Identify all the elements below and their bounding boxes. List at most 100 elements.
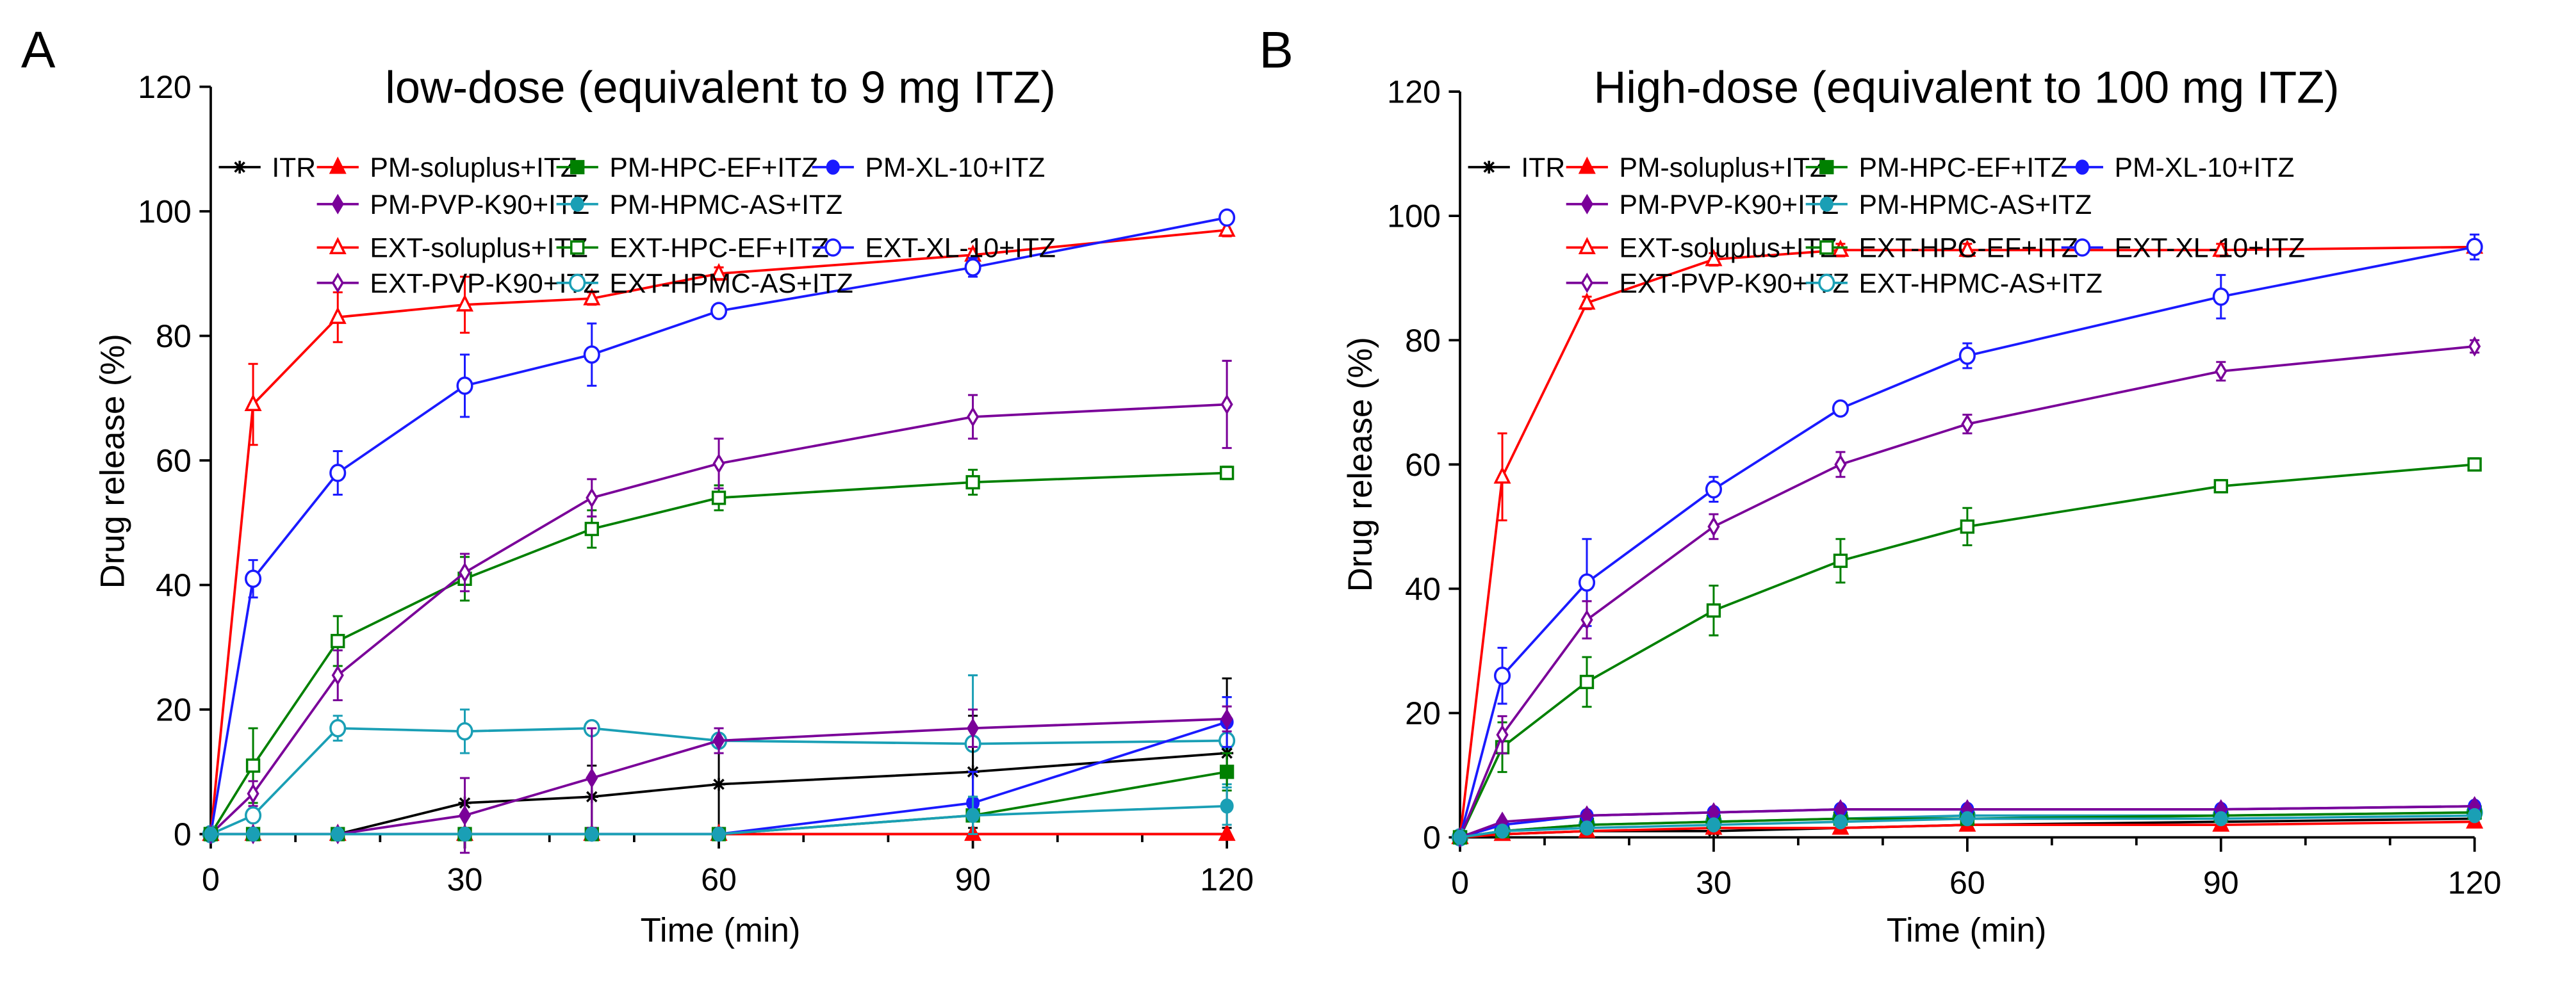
x-axis-label: Time (min): [1887, 912, 2047, 950]
series-line: [1459, 245, 2475, 838]
legend-marker: [1580, 272, 1593, 293]
data-point: [586, 487, 598, 508]
series-line: [1459, 805, 2475, 839]
legend-label: EXT-HPMC-AS+ITZ: [609, 268, 853, 299]
series-line: [209, 216, 1227, 834]
legend-marker: [826, 159, 840, 175]
legend-item: EXT-HPMC-AS+ITZ: [1805, 268, 2103, 299]
data-point: [1834, 454, 1847, 475]
legend-item: ITR: [1468, 152, 1565, 183]
legend-item: PM-PVP-K90+ITZ: [316, 190, 589, 220]
data-point: [712, 453, 725, 474]
plot-area: [1451, 233, 2484, 848]
data-point: [1493, 666, 1511, 685]
legend-label: ITR: [1521, 152, 1565, 183]
data-point: [967, 718, 980, 739]
x-tick-label: 120: [1200, 861, 1254, 897]
data-point: [331, 665, 344, 686]
data-point: [1579, 674, 1595, 690]
legend-marker: [1578, 237, 1596, 255]
data-point: [329, 464, 347, 482]
data-point: [457, 826, 472, 842]
x-axis-label: Time (min): [641, 912, 801, 950]
legend-marker: [1819, 240, 1834, 255]
data-point: [710, 263, 728, 280]
legend-label: PM-XL-10+ITZ: [2115, 152, 2295, 183]
data-point: [1578, 292, 1596, 310]
data-point: [1834, 814, 1848, 830]
data-point: [1705, 480, 1723, 499]
legend-label: PM-PVP-K90+ITZ: [1620, 190, 1839, 220]
panel-b: B High-dose (equivalent to 100 mg ITZ) T…: [1259, 21, 2501, 949]
data-point: [247, 783, 259, 804]
legend-label: PM-soluplus+ITZ: [1620, 152, 1827, 183]
series-ext-pvp-k90-itz: [204, 359, 1233, 845]
data-point: [586, 768, 598, 788]
data-point: [331, 826, 345, 842]
series-line: [210, 727, 1227, 836]
legend-label: EXT-soluplus+ITZ: [1620, 233, 1837, 264]
data-point: [1218, 208, 1236, 227]
data-point: [2467, 457, 2482, 472]
legend-item: PM-soluplus+ITZ: [316, 152, 577, 183]
data-point: [1453, 829, 1467, 845]
data-point: [964, 258, 981, 277]
series-ext-xl-10-itz: [202, 208, 1236, 843]
data-point: [583, 288, 601, 305]
series-line: [1459, 345, 2475, 838]
data-point: [329, 306, 347, 324]
x-tick-label: 60: [1949, 864, 1985, 900]
chart-title: low-dose (equivalent to 9 mg ITZ): [385, 62, 1056, 113]
x-tick-label: 60: [701, 861, 737, 897]
y-tick-label: 20: [1405, 695, 1441, 731]
legend-marker: [329, 237, 347, 255]
legend-item: EXT-HPC-EF+ITZ: [556, 233, 829, 264]
x-tick-label: 90: [955, 861, 991, 897]
legend-item: PM-HPMC-AS+ITZ: [1805, 190, 2092, 220]
data-point: [711, 491, 726, 505]
series-line: [1459, 245, 2475, 838]
data-point: [1958, 346, 1976, 365]
data-point: [712, 777, 726, 791]
data-point: [2214, 811, 2228, 827]
y-axis-label: Drug release (%): [94, 334, 131, 588]
data-point: [1961, 414, 1974, 435]
data-point: [585, 826, 599, 842]
data-point: [712, 826, 726, 842]
y-tick-label: 80: [156, 318, 192, 354]
legend-item: PM-HPMC-AS+ITZ: [556, 190, 842, 220]
panel-label: A: [21, 21, 56, 79]
legend-marker: [331, 272, 344, 293]
legend-label: EXT-HPC-EF+ITZ: [609, 233, 828, 264]
data-point: [1495, 824, 1509, 839]
data-point: [458, 562, 472, 583]
series-ext-pvp-k90-itz: [1454, 336, 2481, 848]
data-point: [1960, 811, 1974, 827]
data-point: [1832, 399, 1849, 418]
legend: ITR PM-soluplus+ITZ PM-HPC-EF+ITZ PM-XL-10+…: [1468, 152, 2305, 299]
series-pm-hpmc-as-itz: [1453, 807, 2482, 845]
x-tick-label: 0: [202, 861, 220, 897]
panel-a: A low-dose (equivalent to 9 mg ITZ) Time…: [21, 21, 1254, 949]
legend-item: EXT-HPC-EF+ITZ: [1805, 233, 2078, 264]
data-point: [1580, 609, 1593, 630]
data-point: [1220, 394, 1233, 415]
legend-label: EXT-XL-10+ITZ: [865, 233, 1056, 264]
data-point: [2466, 238, 2483, 256]
data-point: [965, 475, 980, 490]
legend-label: PM-PVP-K90+ITZ: [370, 190, 589, 220]
data-point: [329, 718, 347, 738]
y-tick-label: 60: [1405, 447, 1441, 483]
series-line: [209, 471, 1227, 835]
panel-label: B: [1259, 21, 1293, 79]
y-tick-label: 120: [138, 69, 192, 105]
data-point: [1219, 466, 1235, 480]
data-point: [1218, 219, 1236, 237]
data-point: [967, 407, 980, 427]
data-point: [1578, 573, 1596, 592]
data-point: [245, 758, 261, 773]
data-point: [584, 521, 599, 537]
legend-label: PM-HPC-EF+ITZ: [609, 152, 818, 183]
legend-item: EXT-HPMC-AS+ITZ: [556, 268, 853, 299]
data-point: [1218, 824, 1236, 841]
